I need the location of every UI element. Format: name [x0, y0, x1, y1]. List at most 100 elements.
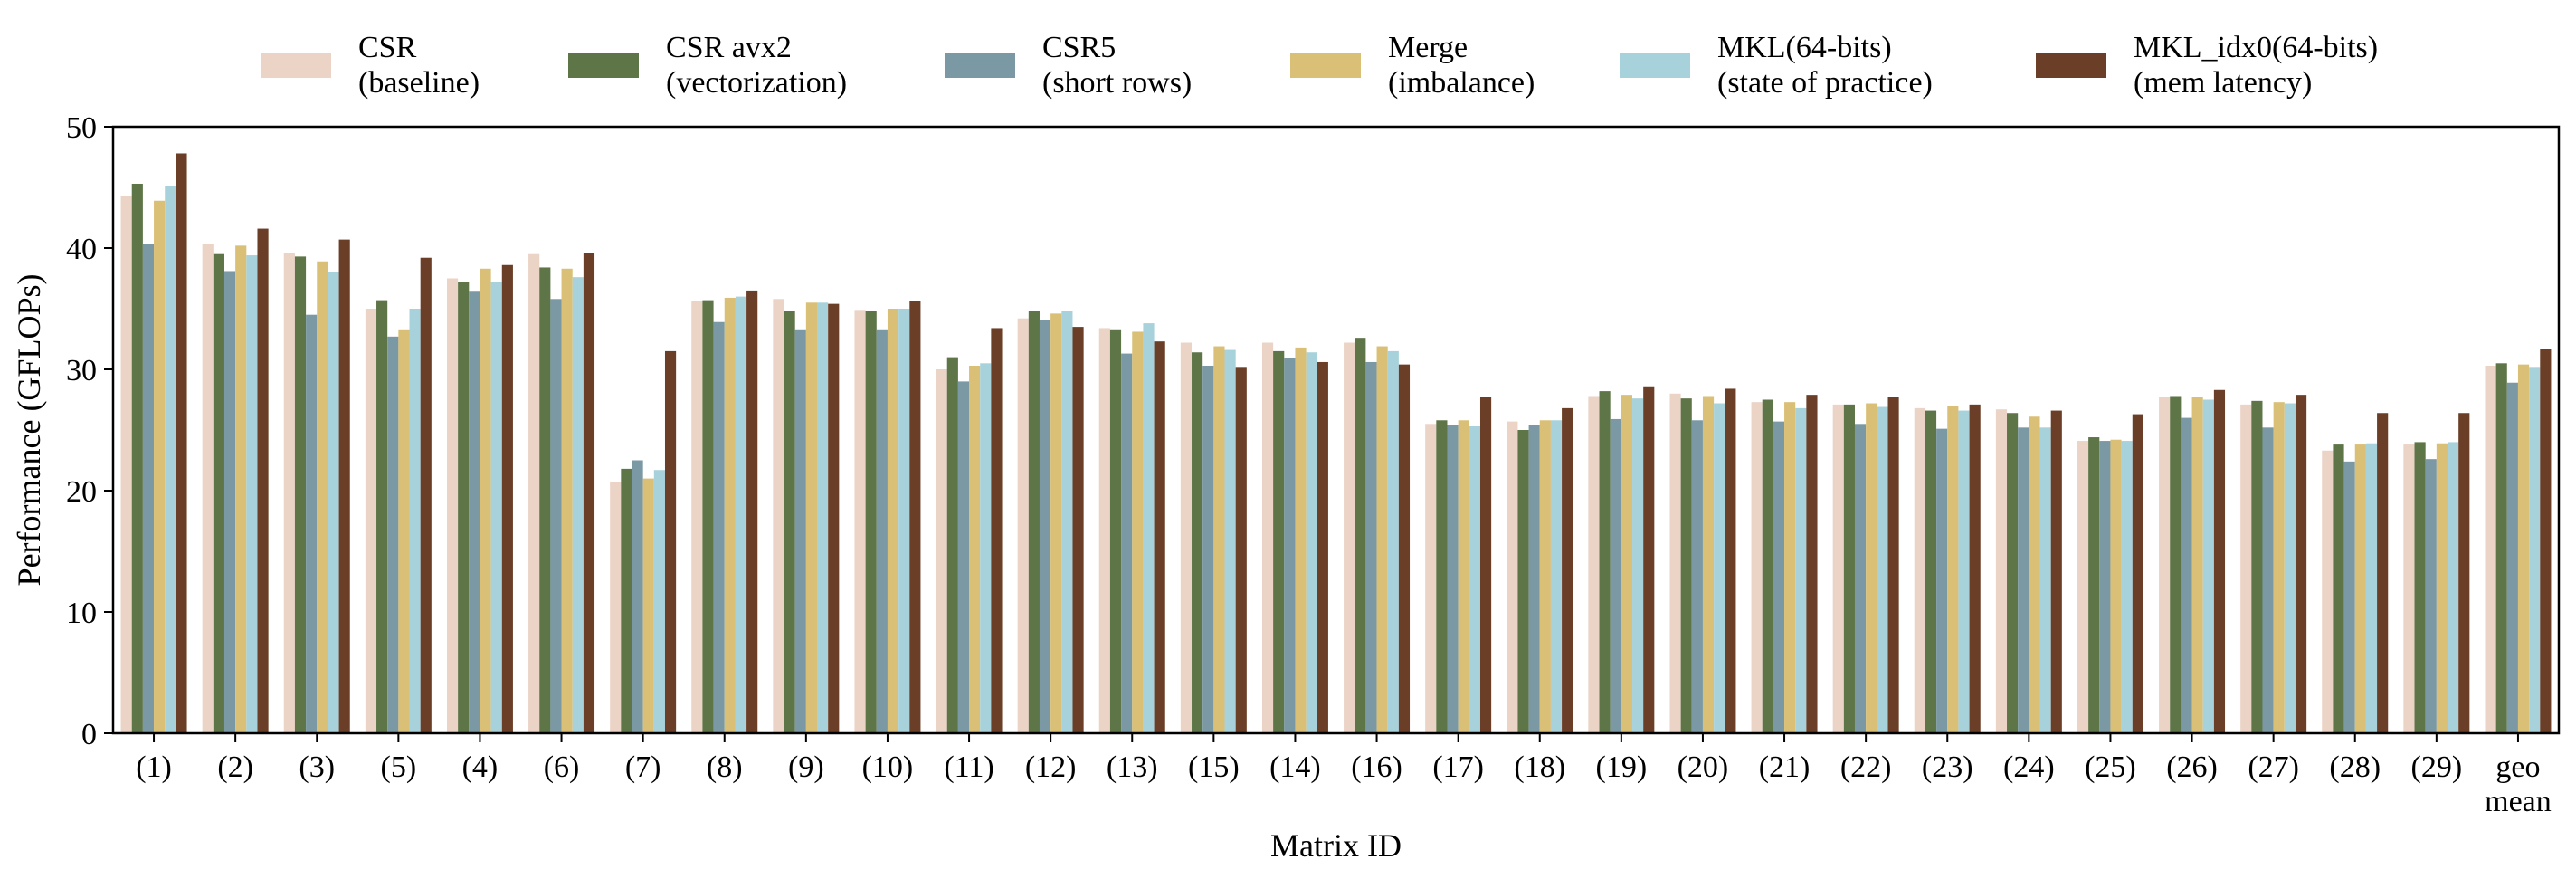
bar-s4-c14: [1306, 352, 1317, 733]
bar-s5-c24: [2132, 414, 2143, 733]
bar-s3-c17: [1539, 420, 1551, 733]
bar-s5-c13: [1235, 367, 1247, 733]
bar-s5-c19: [1725, 388, 1736, 733]
bar-s0-c17: [1507, 421, 1518, 733]
x-axis-label: Matrix ID: [1270, 827, 1402, 864]
bar-s2-c10: [957, 381, 970, 733]
y-tick-label-2: 20: [66, 475, 97, 509]
bar-s1-c10: [946, 357, 958, 733]
x-tick-label-20: (21): [1759, 750, 1811, 784]
legend-swatch-4: [1620, 53, 1690, 78]
bar-s5-c14: [1317, 361, 1328, 733]
bar-s1-c9: [865, 311, 877, 733]
bar-s1-c8: [784, 311, 795, 733]
bar-s4-c28: [2448, 442, 2459, 733]
bar-s4-c29: [2529, 367, 2541, 733]
bar-s0-c22: [1914, 407, 1925, 733]
bar-s5-c11: [1072, 327, 1084, 733]
bar-s1-c2: [294, 256, 307, 733]
legend-label-1: CSR avx2: [666, 31, 792, 64]
bar-s2-c29: [2506, 382, 2518, 733]
x-tick-label-13: (15): [1188, 750, 1240, 784]
bar-s1-c0: [131, 183, 143, 734]
bar-s0-c24: [2077, 441, 2089, 733]
legend: CSR(baseline) CSR avx2(vectorization) CSR5…: [261, 31, 2378, 100]
bar-s0-c1: [202, 244, 214, 734]
bar-s4-c6: [653, 470, 665, 733]
bar-s3-c27: [2354, 444, 2366, 733]
bar-s5-c0: [176, 153, 187, 734]
bar-s2-c0: [142, 244, 155, 734]
bar-s2-c1: [223, 271, 236, 733]
bar-s2-c24: [2099, 441, 2111, 733]
bar-s2-c19: [1691, 420, 1703, 733]
bar-s4-c20: [1795, 407, 1807, 733]
bar-s3-c5: [561, 268, 573, 733]
legend-label-4: MKL(64-bits): [1717, 31, 1892, 64]
bar-s3-c23: [2029, 416, 2040, 733]
bar-s5-c3: [420, 257, 432, 734]
bar-s1-c21: [1843, 404, 1855, 733]
legend-sublabel-4: (state of practice): [1717, 66, 1933, 100]
bar-s4-c5: [572, 277, 584, 733]
bar-s3-c1: [235, 245, 247, 733]
bar-s2-c3: [387, 336, 399, 733]
bar-s2-c9: [876, 329, 888, 733]
bar-s0-c9: [854, 310, 866, 733]
y-axis-label: Performance (GFLOPs): [11, 274, 47, 587]
legend-swatch-2: [945, 53, 1015, 78]
legend-label-0: CSR: [358, 31, 417, 64]
x-tick-label-12: (13): [1107, 750, 1158, 784]
bar-s4-c22: [1958, 410, 1970, 733]
bar-s2-c2: [306, 314, 318, 733]
bar-s3-c8: [805, 302, 818, 733]
bar-s1-c17: [1517, 430, 1529, 733]
bar-s2-c23: [2018, 427, 2029, 733]
bar-s4-c2: [328, 272, 339, 733]
bar-s0-c10: [936, 369, 947, 733]
bar-s2-c12: [1121, 353, 1133, 733]
bar-s2-c17: [1528, 425, 1540, 733]
bar-s1-c20: [1762, 399, 1773, 733]
bar-s4-c0: [165, 186, 176, 733]
bar-s3-c4: [480, 268, 491, 733]
bar-s3-c3: [398, 329, 410, 733]
bar-s3-c12: [1132, 331, 1144, 733]
bar-s2-c5: [550, 299, 562, 733]
legend-swatch-1: [568, 53, 639, 78]
bar-s2-c8: [794, 329, 806, 733]
y-tick-label-5: 50: [66, 111, 97, 145]
bar-s3-c22: [1947, 406, 1959, 733]
bar-s5-c10: [991, 328, 1003, 733]
bar-s1-c18: [1599, 391, 1611, 733]
bar-s5-c28: [2458, 413, 2470, 733]
bar-s1-c28: [2414, 442, 2426, 733]
bar-s4-c24: [2121, 441, 2133, 733]
legend-sublabel-2: (short rows): [1042, 66, 1192, 100]
bar-s4-c26: [2284, 403, 2296, 733]
bar-s1-c6: [621, 468, 632, 733]
bar-s1-c16: [1436, 420, 1448, 733]
bar-s4-c27: [2365, 443, 2378, 733]
bar-s0-c0: [120, 196, 132, 733]
x-tick-label-24: (25): [2085, 750, 2136, 784]
legend-label-3: Merge: [1388, 31, 1468, 64]
bar-s2-c26: [2262, 427, 2274, 733]
bar-s4-c21: [1877, 406, 1888, 733]
bar-s5-c27: [2377, 413, 2389, 733]
bar-s3-c21: [1866, 403, 1877, 733]
bar-s0-c19: [1669, 393, 1681, 733]
bar-s4-c19: [1714, 403, 1725, 733]
x-tick-label-7: (8): [707, 750, 743, 784]
legend-sublabel-1: (vectorization): [666, 66, 847, 100]
bar-s0-c23: [1995, 409, 2008, 733]
bar-s4-c1: [246, 255, 258, 733]
bar-s2-c18: [1610, 418, 1621, 733]
bar-s0-c25: [2159, 397, 2171, 733]
bar-s0-c26: [2240, 404, 2252, 733]
bar-s5-c2: [338, 239, 350, 733]
bar-s3-c29: [2517, 364, 2530, 733]
bar-s3-c20: [1784, 402, 1796, 733]
bar-s2-c11: [1039, 320, 1051, 733]
